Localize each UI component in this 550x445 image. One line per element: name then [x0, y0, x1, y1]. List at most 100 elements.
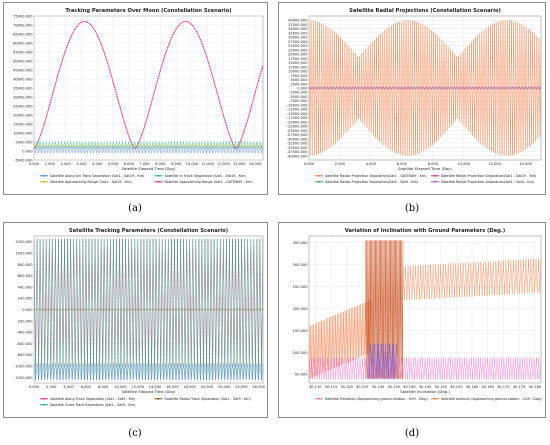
chart-title: Satellite Tracking Parameters (Constella… — [69, 228, 228, 234]
y-tick-label: 7500.000 — [290, 74, 308, 78]
y-tick-label: 1200.000 — [15, 240, 33, 244]
x-tick-label: 30.165 — [481, 385, 494, 389]
y-tick-label: 27500.000 — [288, 40, 308, 44]
series-satellite-radial-projection-separation-s — [309, 87, 541, 89]
series-satellite-elevation-approaching-ground-s — [309, 357, 541, 380]
x-tick-label: 30.125 — [356, 385, 369, 389]
y-tick-label: 55000.000 — [13, 51, 33, 55]
y-tick-label: 0.000 — [22, 150, 33, 154]
y-tick-label: 45000.000 — [13, 69, 33, 73]
series-group — [34, 238, 263, 381]
legend-marker — [43, 174, 45, 177]
y-tick-label: 150.000 — [293, 329, 309, 333]
x-tick-label: 10,000 — [186, 162, 199, 166]
series-satellite-elevation-approaching-ground-s-transition — [368, 343, 398, 379]
figure-label-a: (a) — [128, 203, 142, 214]
chart-panel-b: Satellite Radial Projections (Constellat… — [278, 2, 546, 195]
legend-marker — [434, 397, 436, 400]
chart-title: Variation of Inclination with Ground Par… — [345, 228, 505, 234]
y-tick-label: 50.000 — [295, 373, 308, 377]
series-satellite-approaching-range-sat1-gateway — [34, 20, 263, 150]
y-tick-label: 20000.000 — [13, 114, 33, 118]
x-tick-label: 12,000 — [131, 385, 144, 389]
legend-label: Satellite Approaching Range (Sat1 - GATE… — [165, 180, 254, 184]
x-tick-label: 10,000 — [457, 162, 470, 166]
series-satellite-in-track-separation-sat1-sat19 — [34, 141, 263, 149]
y-tick-label: 25000.000 — [13, 105, 33, 109]
y-tick-label: 15000.000 — [13, 123, 33, 127]
y-tick-label: 65000.000 — [13, 33, 33, 37]
y-tick-label: 0.000 — [297, 87, 308, 91]
legend-marker — [43, 403, 45, 406]
x-tick-label: 10,000 — [114, 385, 127, 389]
series-satellite-azimuth-approaching-ground-sta-left — [309, 299, 372, 379]
legend: Satellite Radial Projection Separation(S… — [315, 174, 537, 184]
series-satellite-radial-projection-separation-s — [309, 85, 541, 91]
y-tick-label: 250.000 — [293, 285, 309, 289]
y-tick-label: -17500.000 — [287, 116, 308, 120]
chart-b-svg: Satellite Radial Projections (Constellat… — [287, 8, 542, 184]
y-tick-label: 5000.000 — [15, 141, 33, 145]
x-axis-label: Satellite Inclination (Deg.) — [400, 389, 450, 394]
legend-marker — [43, 397, 45, 400]
x-tick-label: 30.155 — [450, 385, 463, 389]
series-satellite-radial-track-separation-sat1-s — [34, 308, 263, 311]
x-tick-label: 0.000 — [29, 385, 40, 389]
y-tick-label: 300.000 — [293, 263, 309, 267]
y-tick-label: -7500.000 — [289, 99, 308, 103]
legend-label: Satellite Radial Track Separation (Sat1 … — [165, 397, 252, 401]
legend-label: Satellite In Track Separation (Sat1 - Sa… — [165, 174, 247, 178]
x-tick-label: 3,000 — [76, 162, 87, 166]
legend-marker — [157, 397, 160, 400]
y-tick-label: -20000.000 — [287, 120, 308, 124]
y-tick-label: 600.000 — [18, 274, 34, 278]
legend: Satellite Elevation (Approaching ground … — [315, 397, 543, 401]
x-tick-label: 0.000 — [304, 162, 315, 166]
y-tick-label: -10000.000 — [287, 103, 308, 107]
y-tick-label: -35000.000 — [287, 146, 308, 150]
x-tick-label: 14,000 — [249, 162, 262, 166]
figure-label-d: (d) — [404, 428, 420, 439]
y-tick-label: 100.000 — [293, 351, 309, 355]
series-satellite-approaching-range-sat1-sat19-k — [34, 144, 263, 148]
y-tick-label: 200.000 — [18, 297, 34, 301]
y-tick-label: 200.000 — [293, 307, 309, 311]
x-tick-label: 30.120 — [340, 385, 353, 389]
x-tick-label: 30.175 — [513, 385, 526, 389]
legend: Satellite Along Track Separation (Sat1 -… — [40, 397, 252, 407]
y-tick-label: -5000.000 — [14, 159, 33, 163]
y-tick-label: 32500.000 — [288, 31, 308, 35]
y-tick-label: -27500.000 — [287, 133, 308, 137]
x-tick-label: 4,000 — [63, 385, 74, 389]
y-tick-label: -1200.000 — [14, 376, 33, 380]
legend-marker — [157, 174, 160, 177]
chart-panel-a: Tracking Parameters Over Moon (Constella… — [3, 2, 268, 195]
y-tick-label: -40000.000 — [287, 154, 308, 158]
series-satellite-radial-projection-separation-s — [309, 86, 541, 90]
chart-panel-c: Satellite Tracking Parameters (Constella… — [3, 222, 268, 418]
y-tick-label: 40000.000 — [288, 19, 308, 23]
x-tick-label: 12,000 — [217, 162, 230, 166]
x-tick-label: 30.140 — [403, 385, 416, 389]
y-tick-label: -400.000 — [16, 331, 33, 335]
x-tick-label: 30.160 — [466, 385, 479, 389]
x-tick-label: 11,000 — [201, 162, 214, 166]
x-tick-label: 13,000 — [233, 162, 246, 166]
series-satellite-along-track-separation-sat1-sa — [34, 363, 263, 381]
legend-label: Satellite Approaching Range (Sat1 - Sat1… — [50, 180, 132, 184]
x-tick-label: 8,000 — [98, 385, 109, 389]
x-tick-label: 30.110 — [309, 385, 322, 389]
x-tick-label: 5,000 — [108, 162, 119, 166]
x-tick-label: 2,000 — [335, 162, 346, 166]
x-tick-label: 6,000 — [81, 385, 92, 389]
legend-marker — [434, 174, 436, 177]
legend-label: Satellite Radial Projection Separation(S… — [325, 174, 427, 178]
series-group — [309, 20, 541, 156]
x-tick-label: 30.135 — [387, 385, 400, 389]
x-axis-label: Satellite Elapsed Time (Day) — [398, 166, 452, 171]
y-tick-label: -5000.000 — [289, 95, 308, 99]
legend-label: Satellite Radial Projection Separation(S… — [441, 180, 535, 184]
y-tick-label: -25000.000 — [287, 129, 308, 133]
legend: Satellite Along Arc Track Separation (Sa… — [40, 174, 253, 184]
legend-marker — [434, 180, 436, 183]
